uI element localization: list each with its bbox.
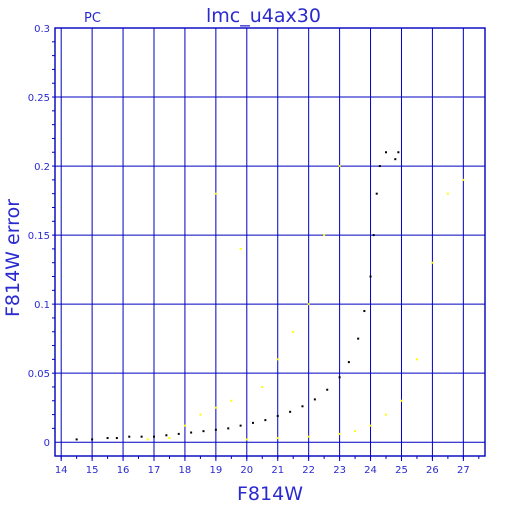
chart-title: lmc_u4ax30	[206, 5, 321, 27]
data-point	[307, 303, 310, 306]
grid	[52, 27, 485, 461]
data-point	[385, 151, 388, 154]
data-point	[239, 424, 242, 427]
data-point	[106, 437, 109, 440]
data-point	[301, 405, 304, 408]
data-point	[397, 151, 400, 154]
y-tick-label: 0.25	[28, 93, 50, 104]
x-tick-label: 22	[302, 465, 315, 476]
data-point	[146, 438, 149, 441]
data-point	[261, 385, 264, 388]
data-point	[245, 438, 248, 441]
data-point	[251, 421, 254, 424]
series-black-points	[75, 151, 400, 441]
data-point	[289, 410, 292, 413]
x-tick-label: 14	[55, 465, 68, 476]
data-point	[338, 432, 341, 435]
x-tick-label: 27	[457, 465, 470, 476]
data-point	[140, 435, 143, 438]
data-point	[354, 430, 357, 433]
x-tick-label: 20	[240, 465, 253, 476]
data-point	[199, 413, 202, 416]
data-point	[177, 432, 180, 435]
data-point	[128, 435, 131, 438]
data-point	[227, 427, 230, 430]
data-point	[276, 414, 279, 417]
data-point	[190, 431, 193, 434]
data-point	[313, 398, 316, 401]
x-tick-label: 23	[333, 465, 346, 476]
data-point	[446, 192, 449, 195]
x-axis-label: F814W	[237, 483, 303, 505]
data-point	[91, 438, 94, 441]
data-point	[378, 165, 381, 168]
data-point	[357, 337, 360, 340]
series-yellow-points	[146, 165, 465, 441]
data-point	[369, 424, 372, 427]
x-tick-label: 16	[117, 465, 130, 476]
y-axis-label: F814W error	[2, 199, 24, 317]
y-tick-label: 0.3	[34, 24, 50, 35]
y-tick-label: 0.1	[34, 300, 50, 311]
data-point	[230, 399, 233, 402]
data-point	[326, 388, 329, 391]
data-point	[152, 435, 155, 438]
y-tick-label: 0	[44, 438, 50, 449]
data-point	[202, 430, 205, 433]
data-point	[338, 165, 341, 168]
data-point	[183, 424, 186, 427]
data-point	[394, 158, 397, 161]
x-tick-label: 21	[271, 465, 284, 476]
y-tick-label: 0.2	[34, 162, 50, 173]
data-point	[372, 234, 375, 237]
data-point	[375, 192, 378, 195]
data-point	[239, 247, 242, 250]
x-tick-label: 25	[395, 465, 408, 476]
data-point	[214, 406, 217, 409]
data-point	[292, 330, 295, 333]
data-point	[369, 275, 372, 278]
data-point	[363, 310, 366, 313]
x-tick-label: 24	[364, 465, 377, 476]
x-tick-labels: 14 15 16 17 18 19 20 21 22 23 24 25 26 27	[55, 465, 470, 476]
data-point	[307, 435, 310, 438]
data-point	[264, 419, 267, 422]
x-tick-label: 26	[426, 465, 439, 476]
y-tick-labels: 0 0.05 0.1 0.15 0.2 0.25 0.3	[28, 24, 50, 449]
data-point	[400, 399, 403, 402]
y-tick-label: 0.05	[28, 369, 50, 380]
data-point	[462, 178, 465, 181]
y-tick-label: 0.15	[28, 231, 50, 242]
x-tick-label: 17	[148, 465, 161, 476]
data-point	[168, 437, 171, 440]
data-point	[431, 261, 434, 264]
x-tick-label: 18	[179, 465, 192, 476]
chart-subtitle: PC	[84, 11, 101, 26]
data-point	[214, 428, 217, 431]
plot-frame	[54, 27, 486, 457]
x-tick-label: 19	[209, 465, 222, 476]
data-point	[214, 192, 217, 195]
data-point	[276, 358, 279, 361]
data-point	[415, 358, 418, 361]
data-point	[276, 437, 279, 440]
data-point	[75, 438, 78, 441]
data-point	[338, 376, 341, 379]
data-point	[323, 234, 326, 237]
data-point	[385, 413, 388, 416]
data-point	[347, 361, 350, 364]
data-point	[165, 434, 168, 437]
x-tick-label: 15	[86, 465, 99, 476]
data-point	[115, 437, 118, 440]
